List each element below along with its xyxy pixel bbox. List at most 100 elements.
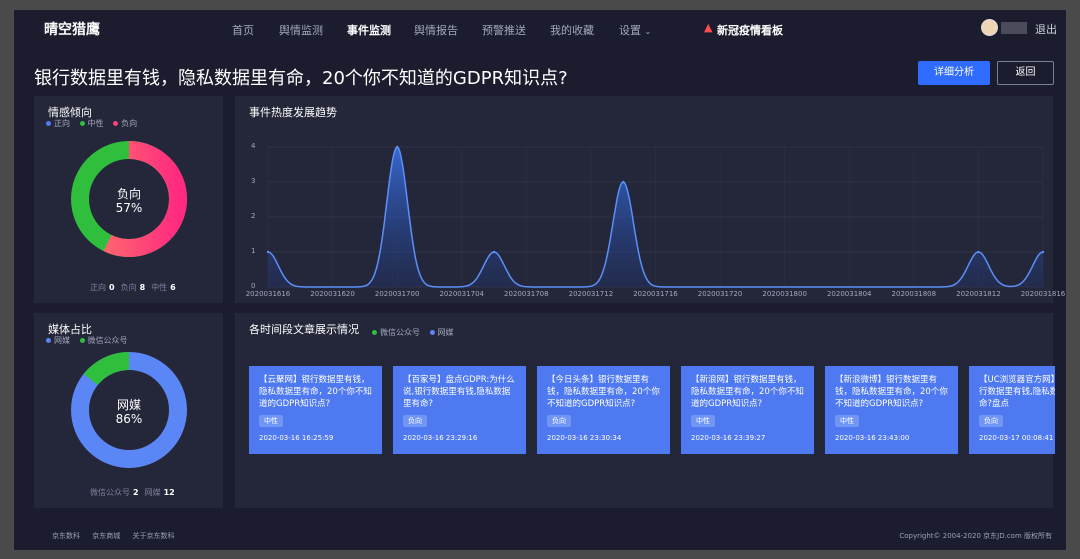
sentiment-center: 负向 57% [69,187,189,215]
footer-link-about[interactable]: 关于京东数科 [132,532,175,540]
article-card-tag: 负向 [403,415,427,427]
x-tick-label: 2020031808 [891,290,937,298]
nav-settings[interactable]: 设置 ⌄ [619,22,651,38]
trend-point [977,250,980,254]
y-tick-label: 0 [251,282,256,290]
trend-point [622,180,625,184]
article-card[interactable]: 【UC浏览器官方网】么说,银行数据里有钱,隐私数据里有命?盘点 负向 2020-… [969,366,1055,454]
media-panel: 媒体占比 网媒 微信公众号 网媒 86% 微信公众号 2 网媒 12 [34,313,223,508]
x-tick-label: 2020031700 [374,290,420,298]
media-title: 媒体占比 [48,323,92,336]
footer-copyright: Copyright© 2004-2020 京东JD.com 版权所有 [899,532,1052,540]
x-tick-label: 2020031716 [633,290,678,298]
article-card[interactable]: 【今日头条】银行数据里有钱，隐私数据里有命，20个你不知道的GDPR知识点? 负… [537,366,670,454]
sentiment-center-label: 负向 [116,187,141,201]
articles-title: 各时间段文章展示情况 [249,323,359,336]
nav-home[interactable]: 首页 [232,24,254,37]
article-card[interactable]: 【新浪微博】银行数据里有钱，隐私数据里有命，20个你不知道的GDPR知识点? 中… [825,366,958,454]
sentiment-donut [71,141,187,257]
article-card-tag: 负向 [979,415,1003,427]
article-card[interactable]: 【百家号】盘点GDPR:为什么说,银行数据里有钱,隐私数据里有命? 负向 202… [393,366,526,454]
nav-alert-push[interactable]: 预警推送 [482,24,526,37]
article-card-time: 2020-03-16 23:30:34 [547,434,622,442]
x-tick-label: 2020031816 [1020,290,1066,298]
covid-dashboard-link[interactable]: 新冠疫情看板 [717,24,783,37]
trend-title: 事件热度发展趋势 [249,106,337,119]
legend-articles-wechat[interactable]: 微信公众号 [372,328,420,337]
article-card-text: 【新浪网】银行数据里有钱，隐私数据里有命，20个你不知道的GDPR知识点? [691,375,804,409]
legend-web-media[interactable]: 网媒 [46,336,70,345]
trend-point [395,145,399,149]
stat-web: 12 [163,488,175,497]
nav-favorites[interactable]: 我的收藏 [550,24,594,37]
media-donut [71,352,187,468]
article-cards: 【云聚网】银行数据里有钱，隐私数据里有命，20个你不知道的GDPR知识点? 中性… [249,366,1055,460]
article-card-tag: 负向 [547,415,571,427]
nav-settings-label: 设置 [619,24,641,37]
footer-link-jdt[interactable]: 京东数科 [52,532,80,540]
x-tick-label: 2020031620 [310,290,355,298]
article-card-text: 【今日头条】银行数据里有钱，隐私数据里有命，20个你不知道的GDPR知识点? [547,375,660,409]
trend-point [266,250,270,254]
top-nav: 晴空猎鹰 首页 舆情监测 事件监测 舆情报告 预警推送 我的收藏 设置 ⌄ ▲ … [14,10,1066,46]
app-logo[interactable]: 晴空猎鹰 [44,22,100,38]
donut-negative-slice [71,141,187,257]
username-blurred[interactable] [1001,22,1027,34]
media-stats: 微信公众号 2 网媒 12 [90,488,175,497]
article-card-text: 【云聚网】银行数据里有钱，隐私数据里有命，20个你不知道的GDPR知识点? [259,375,372,409]
article-card-text: 【百家号】盘点GDPR:为什么说,银行数据里有钱,隐私数据里有命? [403,375,515,409]
logout-link[interactable]: 退出 [1035,23,1057,36]
y-tick-label: 1 [251,247,256,255]
article-card[interactable]: 【云聚网】银行数据里有钱，隐私数据里有命，20个你不知道的GDPR知识点? 中性… [249,366,382,454]
trend-panel: 事件热度发展趋势 0 1 2 3 4 2020031616 2020031620 20200… [235,96,1065,303]
sentiment-center-value: 57% [115,201,143,215]
legend-positive[interactable]: 正向 [46,119,70,128]
articles-legend: 微信公众号 网媒 [372,327,461,338]
article-card-text: 【UC浏览器官方网】么说,银行数据里有钱,隐私数据里有命?盘点 [979,375,1055,409]
x-tick-label: 2020031812 [956,290,1001,298]
article-card-time: 2020-03-16 23:39:27 [691,434,766,442]
x-tick-label: 2020031712 [568,290,614,298]
article-card-time: 2020-03-17 00:08:41 [979,434,1054,442]
app-screen: 晴空猎鹰 首页 舆情监测 事件监测 舆情报告 预警推送 我的收藏 设置 ⌄ ▲ … [14,10,1066,550]
article-card-text: 【新浪微博】银行数据里有钱，隐私数据里有命，20个你不知道的GDPR知识点? [835,375,948,409]
article-card-tag: 中性 [835,415,859,427]
y-tick-label: 3 [251,177,256,185]
nav-sentiment-monitor[interactable]: 舆情监测 [279,24,323,37]
page-title: 银行数据里有钱，隐私数据里有命，20个你不知道的GDPR知识点? [34,68,568,89]
articles-panel: 各时间段文章展示情况 微信公众号 网媒 【云聚网】银行数据里有钱，隐私数据里有命… [235,313,1055,508]
x-tick-label: 2020031704 [439,290,485,298]
sentiment-panel: 情感倾向 正向 中性 负向 负向 57% 正向 0 负向 8 中性 6 [34,96,223,303]
stat-wechat: 2 [133,488,139,497]
legend-wechat[interactable]: 微信公众号 [79,336,128,345]
article-card-time: 2020-03-16 23:29:16 [403,434,478,442]
trend-point [1041,250,1045,254]
media-center: 网媒 86% [69,398,189,426]
stat-positive: 0 [109,283,115,292]
stat-negative: 8 [139,283,146,292]
trend-area [268,147,1043,287]
x-tick-label: 2020031708 [504,290,549,298]
nav-report[interactable]: 舆情报告 [414,24,458,37]
x-tick-label: 2020031720 [697,290,743,298]
footer-link-jd-mall[interactable]: 京东商城 [92,532,121,540]
chevron-down-icon: ⌄ [644,27,652,36]
article-card-time: 2020-03-16 16:25:59 [259,434,334,442]
detail-analysis-button[interactable]: 详细分析 [918,61,990,85]
x-tick-label: 2020031800 [762,290,807,298]
trend-point [492,250,496,254]
legend-neutral[interactable]: 中性 [79,119,104,128]
article-card[interactable]: 【新浪网】银行数据里有钱，隐私数据里有命，20个你不知道的GDPR知识点? 中性… [681,366,814,454]
back-button[interactable]: 返回 [997,61,1054,85]
legend-articles-web[interactable]: 网媒 [429,328,454,337]
media-center-label: 网媒 [116,398,141,412]
x-tick-label: 2020031616 [245,290,291,298]
sentiment-stats: 正向 0 负向 8 中性 6 [90,283,176,292]
media-legend: 网媒 微信公众号 [46,335,135,346]
legend-negative[interactable]: 负向 [113,119,137,128]
fire-icon: ▲ [704,21,713,34]
nav-event-monitor[interactable]: 事件监测 [347,24,391,37]
avatar[interactable] [981,19,998,36]
footer-links: 京东数科 京东商城 关于京东数科 [52,531,184,541]
sentiment-title: 情感倾向 [48,106,92,119]
